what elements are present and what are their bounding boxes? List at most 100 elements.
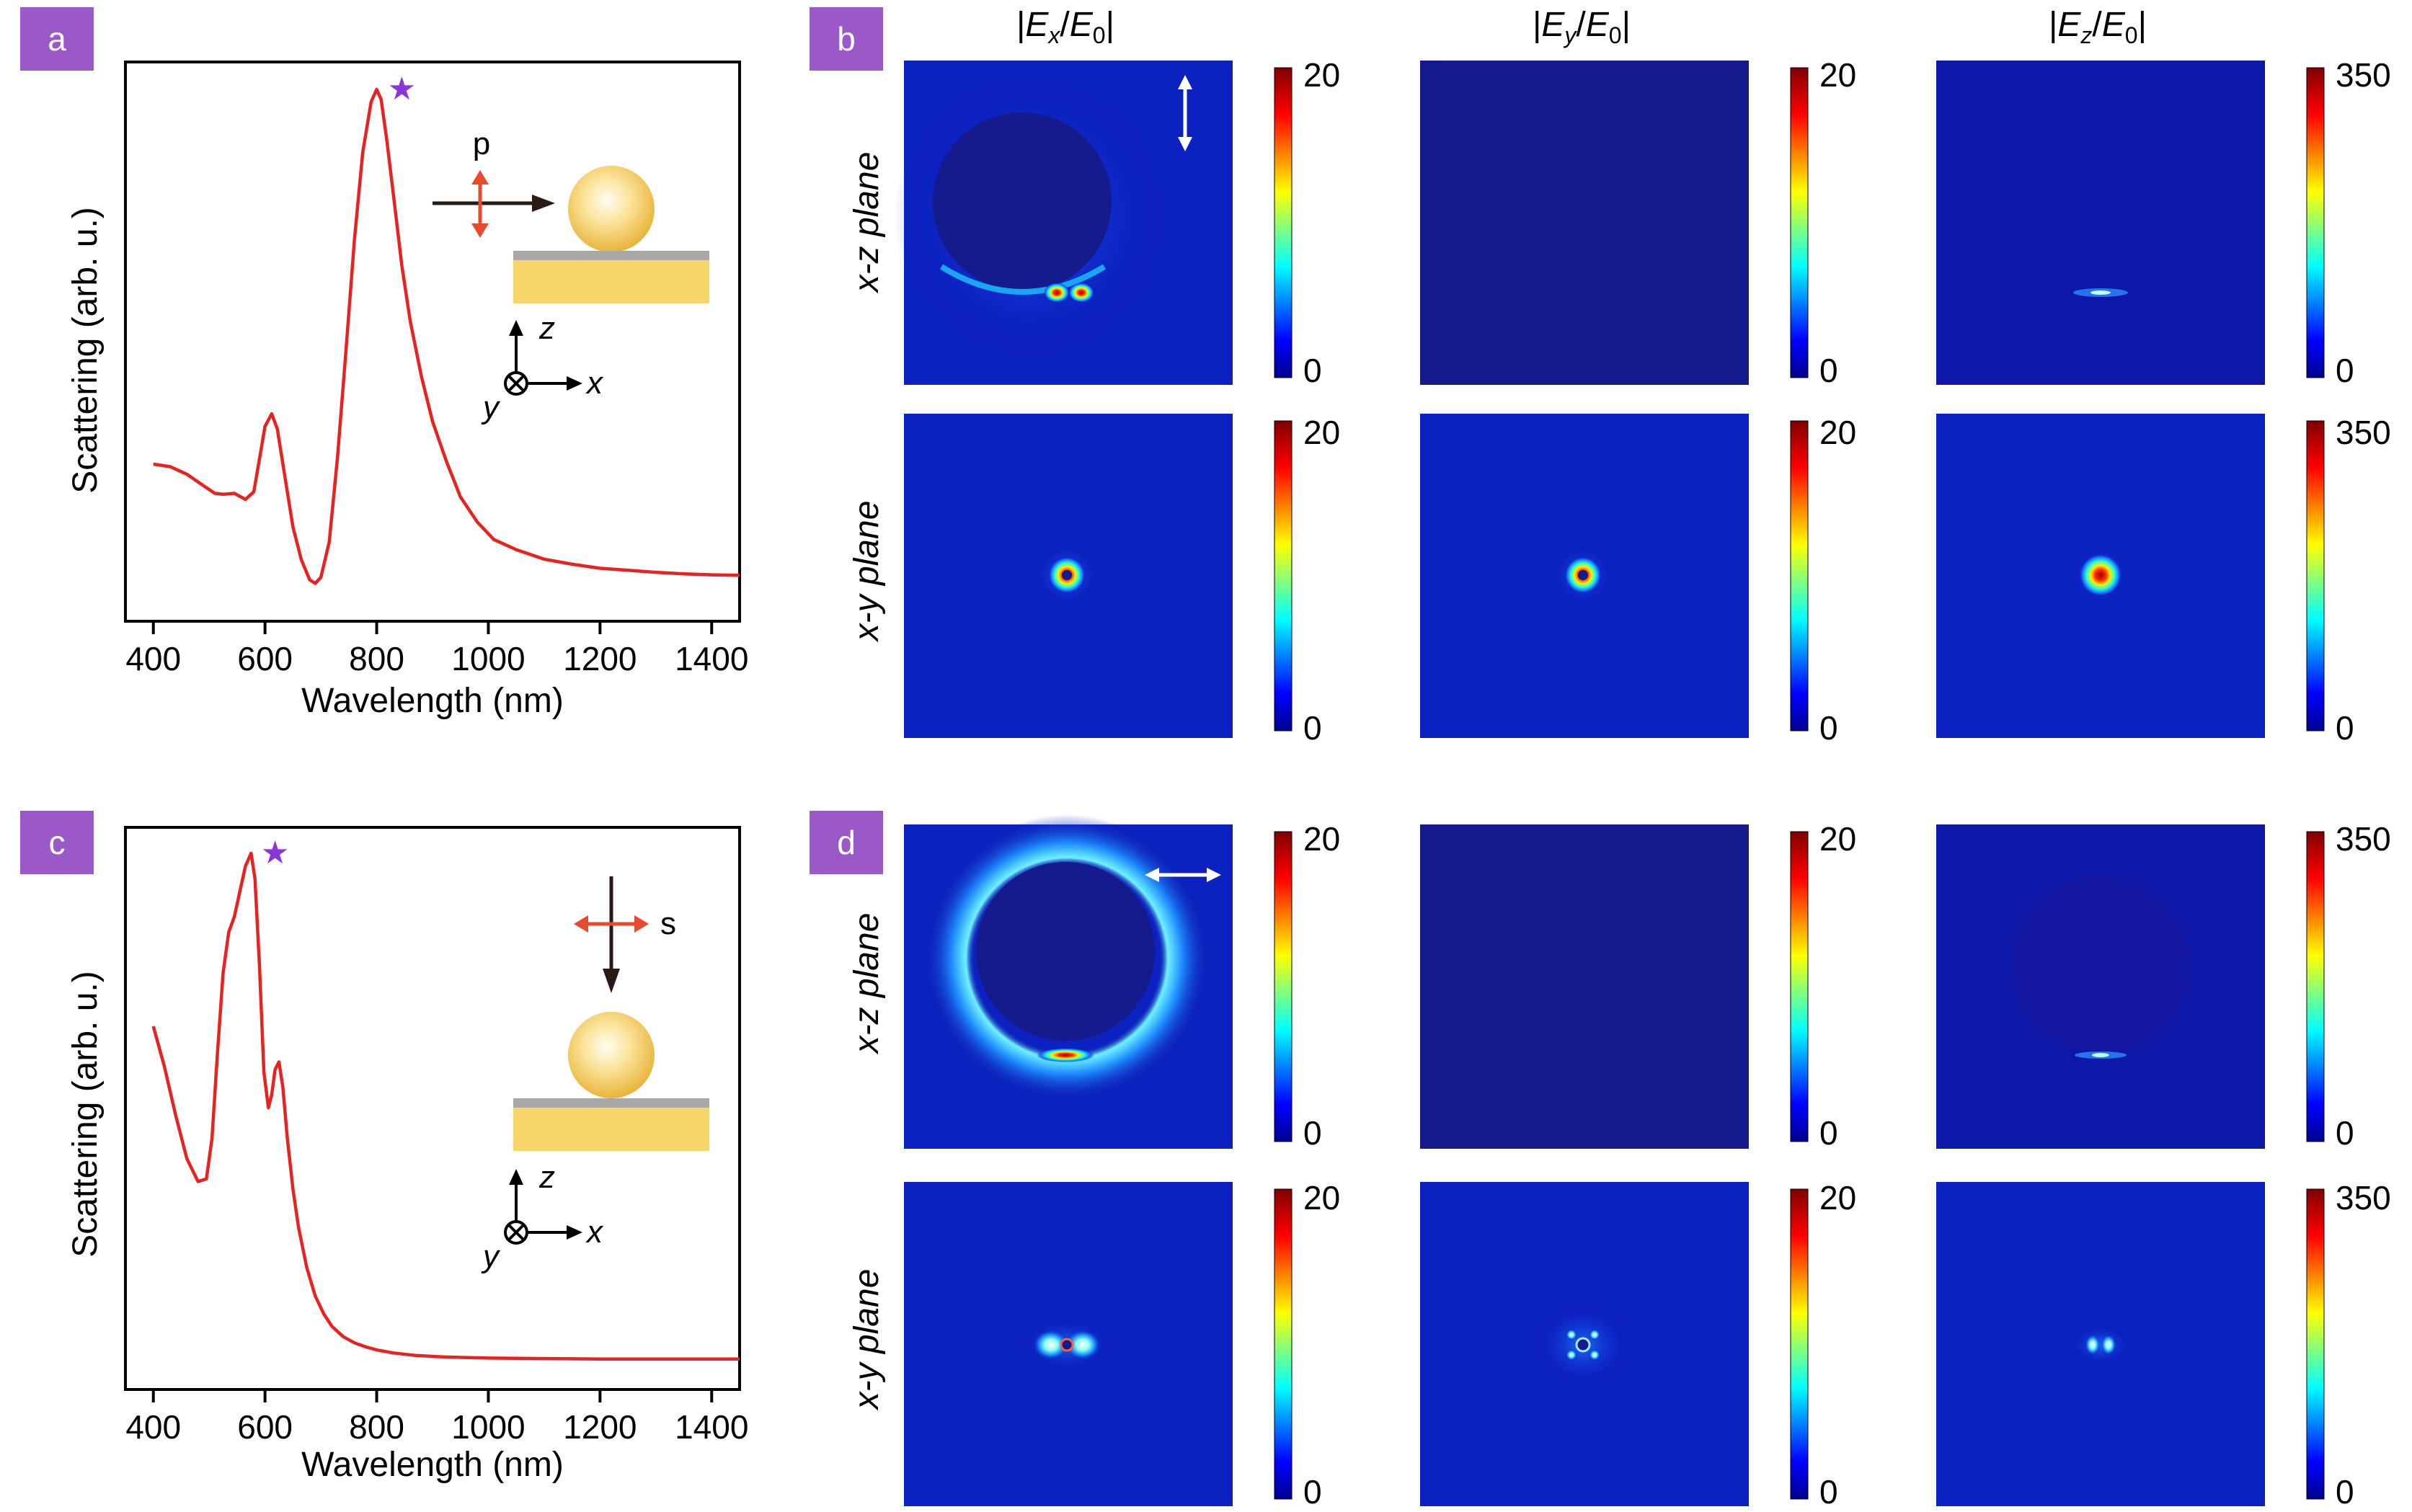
cb-max-d-xy-ez: 350 xyxy=(2336,1179,2391,1217)
inset-c-x-label: x xyxy=(585,1214,604,1250)
colorbar-b-xy-ey xyxy=(1790,420,1809,731)
svg-text:|Ez/E0|: |Ez/E0| xyxy=(2049,6,2147,48)
map-d-xy-ez xyxy=(1936,1182,2265,1506)
colorbar-d-xz-ex xyxy=(1274,831,1293,1142)
column-header-ez: |Ez/E0| xyxy=(2049,6,2147,48)
panel-a-label-bg xyxy=(20,7,94,71)
panel-b-label-bg xyxy=(810,7,883,71)
cb-min-b-xz-ez: 0 xyxy=(2336,352,2354,389)
inset-c-y-label: y xyxy=(481,1239,501,1274)
inset-c-pol-head-right xyxy=(634,915,649,933)
row-label-d-xy: x-y plane xyxy=(848,1269,886,1411)
cb-min-b-xz-ex: 0 xyxy=(1303,352,1322,389)
cb-max-b-xz-ey: 20 xyxy=(1819,56,1856,94)
cb-min-d-xy-ey: 0 xyxy=(1819,1473,1838,1511)
cb-min-b-xy-ey: 0 xyxy=(1819,709,1838,747)
cb-min-d-xy-ex: 0 xyxy=(1303,1473,1322,1511)
plot-c-xtick-label: 800 xyxy=(349,1408,404,1446)
inset-a-x-head xyxy=(567,376,582,391)
inset-a-y-cross-2 xyxy=(507,375,525,392)
inset-a-x-label: x xyxy=(585,365,604,401)
inset-c-spacer xyxy=(513,1098,709,1108)
cb-max-b-xy-ey: 20 xyxy=(1819,414,1856,451)
colorbar-d-xy-ez xyxy=(2306,1188,2325,1500)
plot-a-xtick-label: 1000 xyxy=(451,640,525,677)
panel-d-label: d xyxy=(837,824,856,861)
cb-min-d-xz-ez: 0 xyxy=(2336,1114,2354,1152)
inset-a-z-label: z xyxy=(538,311,555,346)
plot-c-frame xyxy=(124,826,741,1391)
inset-c-z-head xyxy=(509,1169,523,1185)
cb-min-b-xz-ey: 0 xyxy=(1819,352,1838,389)
colorbar-d-xz-ey xyxy=(1790,831,1809,1142)
panel-c: c 400 600 800 1000 1200 1400 ★ Wavelength (nm… xyxy=(20,811,748,1484)
panel-a-label: a xyxy=(48,20,66,58)
cb-max-d-xz-ex: 20 xyxy=(1303,820,1340,858)
plot-a-xtick-label: 600 xyxy=(237,640,293,677)
inset-c-z-label: z xyxy=(538,1160,555,1195)
plot-c-ylabel: Scattering (arb. u.) xyxy=(66,971,105,1258)
column-header-ex: |Ex/E0| xyxy=(1016,6,1114,48)
svg-text:|Ex/E0|: |Ex/E0| xyxy=(1016,6,1114,48)
colorbar-d-xy-ex xyxy=(1274,1188,1293,1500)
plot-a-peak-star: ★ xyxy=(388,71,416,107)
map-d-xz-ez xyxy=(1936,824,2265,1149)
colorbar-d-xz-ez xyxy=(2306,831,2325,1142)
plot-a-frame xyxy=(124,61,741,623)
svg-text:|Ey/E0|: |Ey/E0| xyxy=(1533,6,1631,48)
map-d-xz-ey xyxy=(1420,824,1749,1149)
plot-a-curve xyxy=(153,87,740,585)
inset-c-pol-label: s xyxy=(660,906,676,941)
inset-a-substrate xyxy=(513,260,709,303)
colorbar-b-xz-ez xyxy=(2306,67,2325,378)
panel-b-label: b xyxy=(837,20,856,58)
inset-a-pol-label: p xyxy=(473,126,490,161)
plot-c-xlabel: Wavelength (nm) xyxy=(301,1446,564,1484)
cb-min-b-xy-ez: 0 xyxy=(2336,709,2354,747)
inset-c-particle xyxy=(568,1012,655,1098)
inset-c-k-arrowhead xyxy=(603,969,620,993)
plot-c-peak-star: ★ xyxy=(261,835,289,871)
cb-max-b-xz-ex: 20 xyxy=(1303,56,1340,94)
cb-max-b-xz-ez: 350 xyxy=(2336,56,2391,94)
cb-max-b-xy-ex: 20 xyxy=(1303,414,1340,451)
inset-a-k-arrowhead xyxy=(532,195,555,212)
column-headers: |Ex/E0| |Ey/E0| |Ez/E0| xyxy=(1016,6,2147,48)
inset-a-spacer xyxy=(513,251,709,260)
inset-c-substrate xyxy=(513,1108,709,1151)
inset-a-particle xyxy=(568,166,655,252)
plot-a-xtick-label: 1400 xyxy=(675,640,748,677)
inset-c-pol-head-left xyxy=(574,915,588,933)
map-b-xy-ex xyxy=(904,414,1233,738)
plot-a-ylabel: Scattering (arb. u.) xyxy=(66,207,105,494)
panel-a: a 400 600 800 1000 1200 1400 ★ Wavelength (nm… xyxy=(20,7,748,720)
column-header-ey: |Ey/E0| xyxy=(1533,6,1631,48)
cb-min-d-xz-ex: 0 xyxy=(1303,1114,1322,1152)
row-label-d-xz: x-z plane xyxy=(848,913,886,1055)
map-d-xy-ey xyxy=(1420,1182,1749,1506)
plot-a-inset: p z x y xyxy=(433,126,709,425)
cb-max-b-xy-ez: 350 xyxy=(2336,414,2391,451)
colorbars: 20 20 350 20 20 350 20 20 350 20 20 350 … xyxy=(1274,56,2391,1511)
cb-max-d-xy-ey: 20 xyxy=(1819,1179,1856,1217)
row-label-b-xz: x-z plane xyxy=(848,152,886,294)
colorbar-b-xz-ey xyxy=(1790,67,1809,378)
colorbar-b-xy-ex xyxy=(1274,420,1293,731)
panel-c-label-bg xyxy=(20,811,94,874)
inset-a-z-head xyxy=(509,320,523,336)
plot-a-xtick-label: 400 xyxy=(125,640,181,677)
map-b-xz-ey xyxy=(1420,61,1749,385)
plot-c-xticks: 400 600 800 1000 1200 1400 xyxy=(125,1389,748,1446)
map-b-xz-ex xyxy=(894,61,1233,385)
cb-max-d-xy-ex: 20 xyxy=(1303,1179,1340,1217)
plot-c-curve xyxy=(151,851,740,1361)
map-d-xy-ex xyxy=(904,1182,1233,1506)
cb-max-d-xz-ez: 350 xyxy=(2336,820,2391,858)
plot-a-xtick-label: 800 xyxy=(349,640,404,677)
cb-max-d-xz-ey: 20 xyxy=(1819,820,1856,858)
plot-a-xticks: 400 600 800 1000 1200 1400 xyxy=(125,621,748,677)
cb-min-d-xz-ey: 0 xyxy=(1819,1114,1838,1152)
inset-c-x-head xyxy=(567,1225,582,1240)
plot-c-xtick-label: 1000 xyxy=(451,1408,525,1446)
panel-d-label-bg xyxy=(810,811,883,874)
